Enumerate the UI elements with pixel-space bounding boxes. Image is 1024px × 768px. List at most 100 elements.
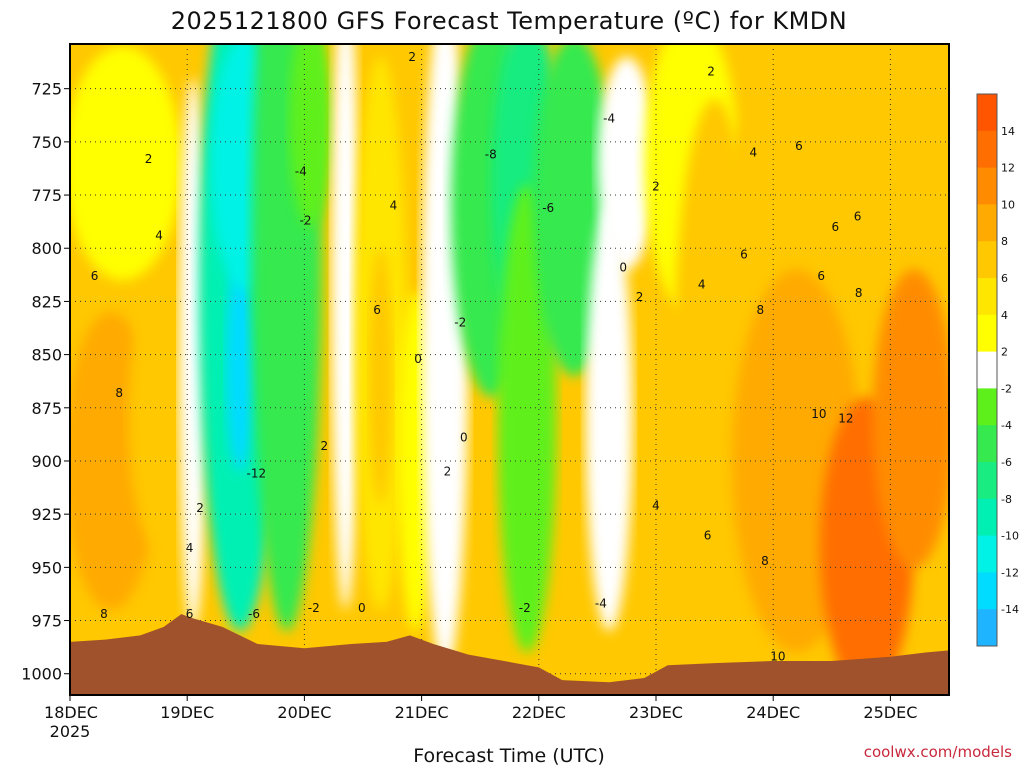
colorbar-swatch-6 — [977, 314, 997, 353]
contour-label-13: 2 — [321, 439, 329, 453]
contour-label-40: 8 — [756, 303, 764, 317]
y-tick-label-1: 750 — [31, 133, 62, 152]
colorbar-tick-10: -8 — [1001, 493, 1012, 506]
contour-label-21: 2 — [444, 465, 452, 479]
contour-label-25: -2 — [519, 601, 531, 615]
contour-label-4: 8 — [100, 607, 108, 621]
contour-label-45: 10 — [770, 650, 785, 664]
colorbar-swatch-1 — [977, 130, 997, 169]
y-tick-label-3: 800 — [31, 239, 62, 258]
colorbar-tick-1: 12 — [1001, 162, 1015, 175]
colorbar-tick-3: 8 — [1001, 235, 1008, 248]
colorbar-tick-11: -10 — [1001, 530, 1019, 543]
colorbar: 14 12 10 8 6 4 2 -2 -4 -6 -8 -10 -12 -14 — [976, 93, 1019, 647]
terrain — [70, 614, 949, 695]
temperature-field — [70, 44, 949, 695]
contour-label-44: 12 — [838, 411, 853, 425]
colorbar-swatch-3 — [977, 204, 997, 242]
contour-label-35: 6 — [740, 248, 748, 262]
colorbar-swatch-4 — [977, 241, 997, 279]
field-region-26 — [872, 269, 949, 568]
colorbar-swatch-0 — [977, 94, 997, 132]
x-tick-label-4: 22DEC — [512, 703, 566, 722]
contour-label-18: 0 — [414, 352, 422, 366]
chart-title: 2025121800 GFS Forecast Temperature (ºC)… — [171, 7, 847, 35]
colorbar-tick-0: 14 — [1001, 125, 1015, 138]
y-tick-label-6: 875 — [31, 399, 62, 418]
x-tick-label-3: 21DEC — [395, 703, 449, 722]
x-tick-label-0: 18DEC — [44, 703, 98, 722]
colorbar-tick-12: -12 — [1001, 566, 1019, 579]
colorbar-swatch-8 — [977, 388, 997, 426]
contour-label-33: 4 — [749, 146, 757, 160]
contour-label-7: 6 — [186, 607, 194, 621]
plot-frame — [69, 43, 950, 696]
credit-text[interactable]: coolwx.com/models — [864, 743, 1012, 761]
colorbar-tick-5: 4 — [1001, 309, 1008, 322]
contour-label-6: 4 — [186, 541, 194, 555]
contour-label-3: 8 — [115, 386, 123, 400]
x-tick-label-5: 23DEC — [629, 703, 683, 722]
field-region-11 — [368, 248, 393, 504]
colorbar-tick-9: -6 — [1001, 456, 1012, 469]
contour-label-11: -2 — [300, 214, 312, 228]
contour-label-8: -12 — [247, 467, 267, 481]
x-tick-sublabel-0: 2025 — [50, 722, 91, 741]
y-tick-label-11: 1000 — [21, 665, 62, 684]
field-region-19 — [597, 56, 656, 270]
contour-label-12: -2 — [308, 601, 320, 615]
contour-label-2: 6 — [91, 269, 99, 283]
contour-label-1: 4 — [155, 228, 163, 242]
contour-label-39: 6 — [817, 269, 825, 283]
x-tick-label-7: 25DEC — [863, 703, 917, 722]
colorbar-tick-7: -2 — [1001, 382, 1012, 395]
contour-label-16: 6 — [373, 303, 381, 317]
colorbar-tick-2: 10 — [1001, 198, 1015, 211]
colorbar-swatch-10 — [977, 462, 997, 500]
colorbar-tick-13: -14 — [1001, 603, 1019, 616]
colorbar-swatch-12 — [977, 535, 997, 573]
y-tick-label-5: 850 — [31, 346, 62, 365]
x-tick-label-1: 19DEC — [160, 703, 214, 722]
contour-label-29: 2 — [652, 180, 660, 194]
contour-label-9: -6 — [248, 607, 260, 621]
contour-label-5: 2 — [196, 501, 204, 515]
x-axis-title: Forecast Time (UTC) — [413, 745, 604, 767]
y-tick-label-4: 825 — [31, 292, 62, 311]
y-tick-label-10: 975 — [31, 612, 62, 631]
contour-label-17: 2 — [408, 50, 416, 64]
contour-label-20: 0 — [460, 431, 468, 445]
contour-labels: 2 4 6 8 8 2 4 6 -12 -6 -4 -2 -2 2 0 4 6 2 0 -2 0 2 -8 -6 -4 -2 -4 0… — [91, 50, 863, 664]
contour-label-10: -4 — [295, 165, 307, 179]
colorbar-tick-8: -4 — [1001, 419, 1012, 432]
contour-label-43: 10 — [811, 407, 826, 421]
contour-label-31: 4 — [698, 277, 706, 291]
field-region-18 — [585, 205, 633, 632]
colorbar-frame — [976, 93, 998, 647]
x-tick-label-2: 20DEC — [277, 703, 331, 722]
contour-label-22: -8 — [485, 148, 497, 162]
contour-label-32: 2 — [707, 65, 715, 79]
contour-label-34: 6 — [795, 139, 803, 153]
y-tick-label-2: 775 — [31, 186, 62, 205]
colorbar-tick-6: 2 — [1001, 346, 1008, 359]
y-tick-label-7: 900 — [31, 452, 62, 471]
contour-label-27: 0 — [619, 260, 627, 274]
gridlines — [70, 44, 949, 695]
contour-label-19: -2 — [454, 316, 466, 330]
y-tick-label-9: 950 — [31, 558, 62, 577]
x-tick-label-6: 24DEC — [746, 703, 800, 722]
contour-label-38: 6 — [854, 209, 862, 223]
y-tick-label-0: 725 — [31, 80, 62, 99]
field-region-5 — [225, 258, 255, 472]
contour-label-41: 8 — [855, 286, 863, 300]
contour-label-26: -4 — [595, 597, 607, 611]
colorbar-swatch-2 — [977, 167, 997, 205]
y-tick-label-8: 925 — [31, 505, 62, 524]
field-region-2 — [128, 290, 188, 547]
colorbar-swatch-13 — [977, 572, 997, 610]
contour-label-23: -6 — [542, 201, 554, 215]
colorbar-swatch-5 — [977, 278, 997, 316]
